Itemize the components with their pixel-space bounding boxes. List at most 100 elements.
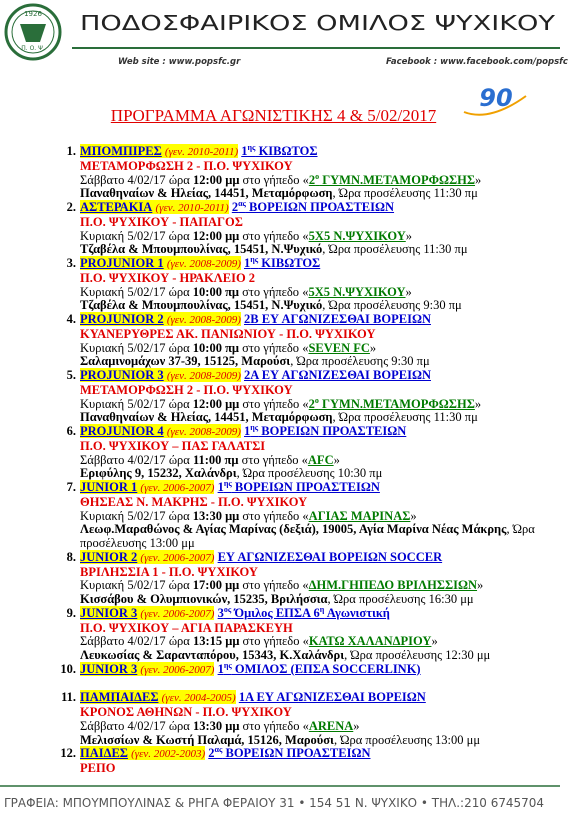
highlight: PROJUNIOR 3 (γεν. 2008-2009): [80, 368, 241, 382]
highlight: JUNIOR 3 (γεν. 2006-2007): [80, 661, 215, 676]
schedule-list: 1. ΜΠΟΜΠΙΡΕΣ (γεν. 2010-2011) 1ης ΚΙΒΩΤΟΣ…: [40, 142, 560, 776]
schedule-item: 9. JUNIOR 3 (γεν. 2006-2007) 3ος Όμιλος Ε…: [40, 604, 560, 663]
league-part: ΒΟΡΕΙΩΝ ΠΡΟΑΣΤΕΙΩΝ: [222, 746, 371, 761]
item-header: 7. JUNIOR 1 (γεν. 2006-2007) 1ης ΒΟΡΕΙΩΝ …: [67, 479, 560, 496]
quote: »: [405, 228, 413, 243]
match: ΜΕΤΑΜΟΡΦΩΣΗ 2 - Π.Ο. ΨΥΧΙΚΟΥ: [80, 158, 293, 173]
separator: ,: [236, 466, 240, 481]
label: ώρα: [168, 634, 190, 649]
address: Κισσάβου & Ολυμπιονικών, 15235, Βριλήσσι…: [80, 592, 328, 606]
label: ώρα: [168, 284, 190, 299]
label: ώρα: [168, 228, 190, 243]
anniversary-logo: 90: [463, 84, 527, 116]
quote: «: [302, 578, 309, 593]
arrival-time: 9:30 πμ: [423, 298, 462, 313]
schedule-item: 6. PROJUNIOR 4 (γεν. 2008-2009) 1ης ΒΟΡΕΙ…: [40, 423, 560, 481]
address: Εριφύλης 9, 15232, Χαλάνδρι: [80, 466, 237, 481]
team: PROJUNIOR 1: [80, 256, 164, 270]
league-part: ος: [223, 604, 232, 614]
venue-part: ΑΓΙΑΣ ΜΑΡΙΝΑΣ: [308, 508, 411, 523]
league-part: Όμιλος ΕΠΣΑ 6: [231, 605, 320, 620]
match: ΒΡΙΛΗΣΣΙΑ 1 - Π.Ο. ΨΥΧΙΚΟΥ: [80, 564, 258, 579]
address-line: Μελισσίων & Κωστή Παλαμά, 15126, Μαρούσι…: [80, 732, 560, 748]
highlight: ΠΑΙΔΕΣ (γεν. 2002-2003): [80, 746, 206, 761]
address: Μελισσίων & Κωστή Παλαμά, 15126, Μαρούσι: [80, 732, 334, 747]
league-part: 1Α ΕΥ ΑΓΩΝΙΖΕΣΘΑΙ ΒΟΡΕΙΩΝ: [238, 690, 426, 705]
team: ΑΣΤΕΡΑΚΙΑ: [80, 200, 153, 214]
team: ΜΠΟΜΠΙΡΕΣ: [80, 144, 162, 158]
venue-part: ARENA: [308, 718, 354, 733]
time: 13:30 μμ: [192, 718, 240, 733]
address: Παναθηναίων & Ηλείας, 14451, Μεταμόρφωση: [80, 186, 333, 201]
address-line: Τζαβέλα & Μπουμπουλίνας, 15451, Ν.Ψυχικό…: [80, 242, 560, 257]
team: JUNIOR 3: [80, 661, 138, 676]
item-header: 8. JUNIOR 2 (γεν. 2006-2007) ΕΥ ΑΓΩΝΙΖΕΣΘ…: [67, 549, 560, 566]
label: Ώρα προσέλευσης: [242, 466, 335, 481]
day: Κυριακή 5/02/17: [80, 508, 166, 523]
spacer: [40, 678, 560, 692]
item-number: 6.: [66, 424, 76, 438]
time: 12:00 μμ: [192, 396, 240, 411]
item-number: 3.: [66, 256, 76, 270]
schedule: Σάββατο 4/02/17 ώρα 12:00 μμ στο γήπεδο …: [80, 172, 560, 188]
footer: ΓΡΑΦΕΙΑ: ΜΠΟΥΜΠΟΥΛΙΝΑΣ & ΡΗΓΑ ΦΕΡΑΙΟΥ 31…: [0, 785, 560, 810]
venue-part: ο: [314, 395, 319, 405]
quote: »: [477, 578, 484, 593]
quote: »: [369, 340, 377, 355]
age-group: (γεν. 2006-2007): [140, 482, 215, 494]
league-part: Αγωνιστική: [324, 605, 390, 620]
venue-part: 5Χ5 Ν.ΨΥΧΙΚΟΥ: [308, 284, 406, 299]
league-part: 1: [217, 661, 224, 676]
item-number: 4.: [66, 312, 76, 326]
arrival-time: 9:30 πμ: [391, 354, 430, 369]
label: ώρα: [168, 396, 190, 411]
label: Ώρα προσέλευσης: [80, 522, 535, 550]
quote: «: [302, 634, 309, 649]
schedule: Κυριακή 5/02/17 ώρα 10:00 πμ στο γήπεδο …: [80, 340, 560, 356]
item-number: 10.: [60, 661, 76, 676]
league-part: 1: [243, 256, 251, 270]
label: Ώρα προσέλευσης: [340, 732, 432, 747]
item-header: 2. ΑΣΤΕΡΑΚΙΑ (γεν. 2010-2011) 2ας ΒΟΡΕΙΩΝ…: [67, 198, 560, 216]
schedule: Κυριακή 5/02/17 ώρα 12:00 μμ στο γήπεδο …: [80, 395, 560, 412]
venue-part: 5Χ5 Ν.ΨΥΧΙΚΟΥ: [308, 228, 406, 243]
item-header: 5. PROJUNIOR 3 (γεν. 2008-2009) 2Α ΕΥ ΑΓΩ…: [67, 368, 560, 384]
league: 1ης ΚΙΒΩΤΟΣ: [241, 142, 318, 158]
match: Π.Ο. ΨΥΧΙΚΟΥ – ΑΓΙΑ ΠΑΡΑΣΚΕΥΗ: [80, 620, 293, 635]
highlight: PROJUNIOR 2 (γεν. 2008-2009): [80, 312, 241, 326]
highlight: JUNIOR 1 (γεν. 2006-2007): [80, 480, 215, 494]
age-group: (γεν. 2004-2005): [161, 692, 236, 705]
match: ΘΗΣΕΑΣ Ν. ΜΑΚΡΗΣ - Π.Ο. ΨΥΧΙΚΟΥ: [80, 494, 308, 509]
day: Κυριακή 5/02/17: [80, 340, 166, 355]
team: ΠΑΙΔΕΣ: [80, 746, 128, 761]
item-number: 9.: [66, 605, 76, 620]
schedule-item: 4. PROJUNIOR 2 (γεν. 2008-2009) 2Β ΕΥ ΑΓΩ…: [40, 312, 560, 369]
highlight: ΑΣΤΕΡΑΚΙΑ (γεν. 2010-2011): [80, 200, 229, 214]
address-line: Λευκωσίας & Σαρανταπόρου, 15343, Κ.Χαλάν…: [80, 648, 560, 663]
arrival-time: 13:00 μμ: [149, 536, 195, 550]
age-group: (γεν. 2008-2009): [166, 258, 241, 270]
quote: »: [353, 718, 360, 733]
league-part: ης: [247, 142, 256, 152]
label: στο γήπεδο: [242, 718, 300, 733]
arrival-time: 11:30 πμ: [423, 242, 468, 257]
venue: 2ο ΓΥΜΝ.ΜΕΤΑΜΟΡΦΩΣΗΣ: [308, 395, 475, 411]
address-line: Σαλαμινομάχων 37-39, 15125, Μαρούσι, Ώρα…: [80, 354, 560, 369]
quote: «: [302, 508, 309, 523]
venue-part: 2: [308, 396, 315, 411]
league-part: ας: [238, 198, 246, 208]
league-part: ΚΙΒΩΤΟΣ: [255, 144, 318, 158]
website: Web site : www.popsfc.gr: [118, 57, 241, 67]
age-group: (γεν. 2002-2003): [131, 748, 206, 761]
league-part: 1: [241, 144, 248, 158]
address: Τζαβέλα & Μπουμπουλίνας, 15451, Ν.Ψυχικό: [80, 242, 323, 257]
age-group: (γεν. 2006-2007): [140, 551, 215, 564]
age-group: (γεν. 2006-2007): [140, 607, 215, 620]
item-number: 12.: [60, 746, 76, 761]
logo-initials: Π. Ο. Ψ.: [21, 45, 45, 52]
age-group: (γεν. 2010-2011): [155, 202, 229, 214]
league-part: ης: [250, 254, 259, 264]
venue: 2ο ΓΥΜΝ.ΜΕΤΑΜΟΡΦΩΣΗΣ: [309, 172, 475, 187]
venue: ARENA: [309, 719, 353, 733]
